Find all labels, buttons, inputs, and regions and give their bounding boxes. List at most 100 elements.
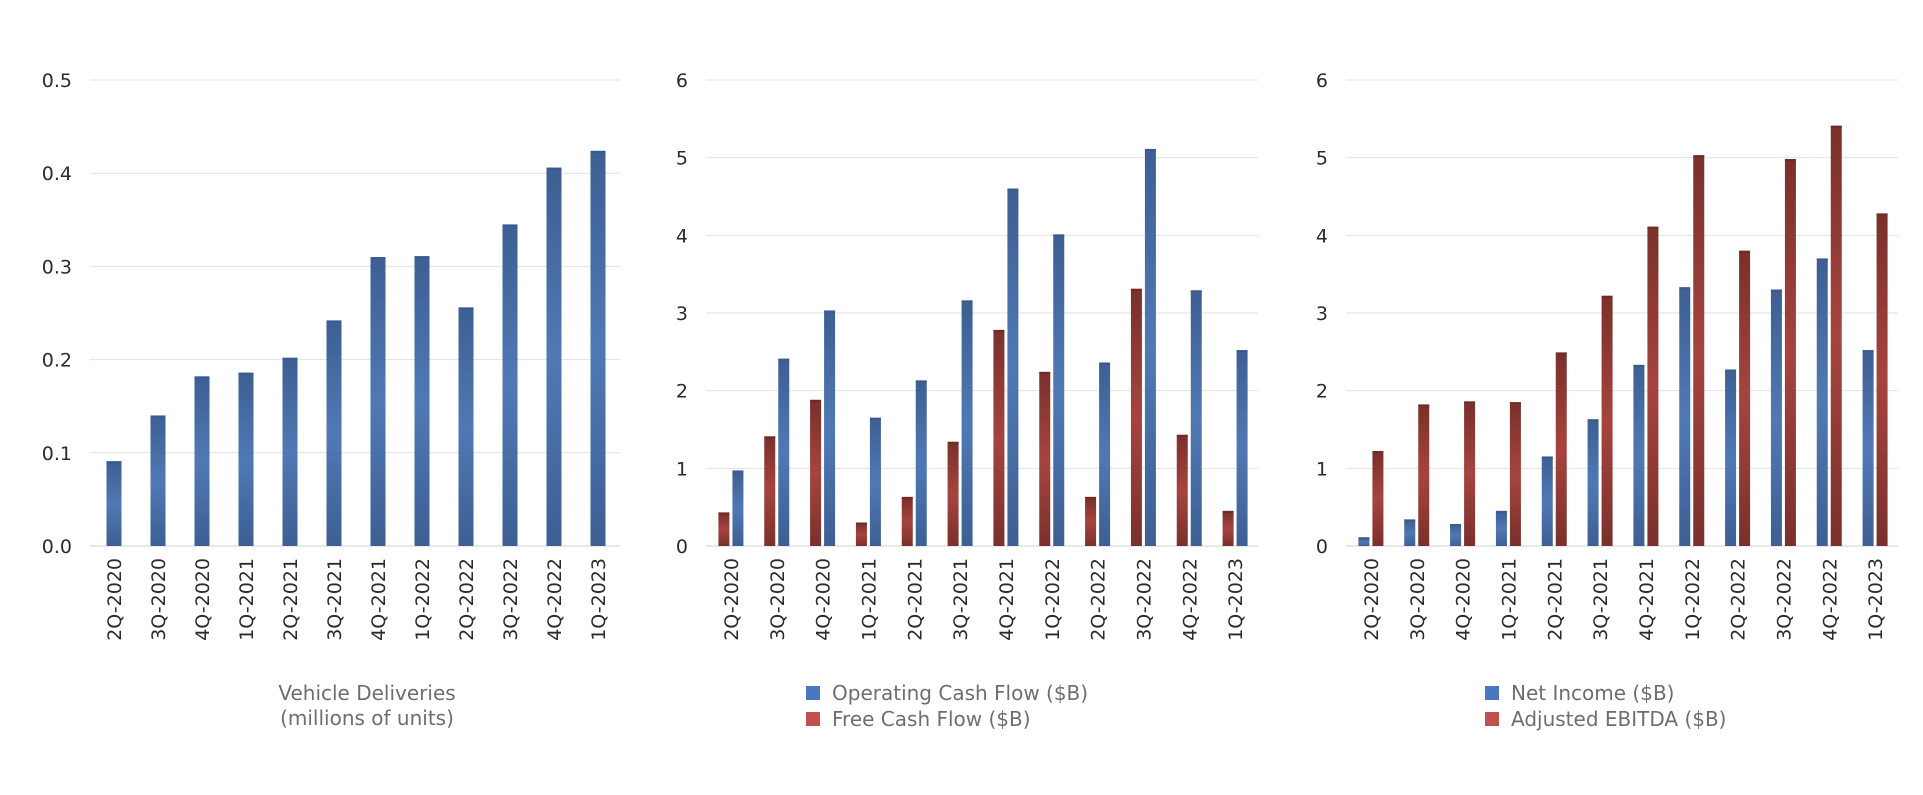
bar-net-income-b-2q-2021	[1541, 457, 1553, 546]
bar-free-cash-flow-b-2q-2022	[1085, 497, 1097, 546]
bar-cap	[947, 441, 959, 444]
bar-cap	[1190, 290, 1202, 293]
legend-label: Operating Cash Flow ($B)	[832, 681, 1088, 705]
x-tick-label: 4Q-2021	[368, 558, 390, 641]
bar-free-cash-flow-b-3q-2020	[764, 437, 776, 546]
bar-net-income-b-2q-2020	[1358, 538, 1370, 546]
bar-cap	[1176, 434, 1188, 437]
x-tick-label: 2Q-2020	[721, 558, 743, 641]
bar-cap	[901, 496, 913, 499]
bar-adjusted-ebitda-b-1q-2023	[1876, 214, 1888, 546]
x-tick-label: 2Q-2021	[904, 558, 926, 641]
bar-free-cash-flow-b-3q-2022	[1130, 289, 1142, 546]
bar-free-cash-flow-b-1q-2023	[1222, 511, 1234, 546]
bar-deliveries-3q-2020	[150, 416, 166, 546]
bar-cap	[1450, 524, 1462, 527]
x-tick-label: 1Q-2021	[236, 558, 258, 641]
y-tick-label: 0.4	[42, 163, 72, 185]
bar-cap	[1222, 510, 1234, 513]
x-tick-label: 4Q-2022	[544, 558, 566, 641]
bar-cap	[1555, 352, 1567, 355]
bar-cap	[1541, 456, 1553, 459]
bar-net-income-b-4q-2020	[1450, 525, 1462, 546]
bar-cap	[282, 357, 298, 360]
bar-cap	[1647, 226, 1659, 229]
x-tick-label: 3Q-2021	[950, 558, 972, 641]
bar-cap	[1053, 234, 1065, 237]
bar-net-income-b-3q-2021	[1587, 420, 1599, 546]
x-tick-label: 2Q-2022	[1088, 558, 1110, 641]
bar-free-cash-flow-b-3q-2021	[947, 442, 959, 546]
cash-flow-chart: 0 1 2 3 4 5 6 2Q-2020 3Q-2020 4Q-2020 1Q-2021 2Q-20…	[676, 70, 1258, 731]
y-tick-label: 3	[1316, 303, 1328, 325]
bar-deliveries-2q-2022	[458, 308, 474, 546]
bar-cap	[1862, 350, 1874, 353]
x-tick-label: 4Q-2020	[813, 558, 835, 641]
bar-cap	[1693, 155, 1705, 158]
bar-cap	[915, 380, 927, 383]
legend-swatch	[1485, 686, 1499, 700]
bar-cap	[1372, 451, 1384, 454]
bar-net-income-b-4q-2021	[1633, 365, 1645, 546]
bar-cap	[150, 415, 166, 418]
bar-free-cash-flow-b-4q-2020	[810, 400, 822, 546]
bar-net-income-b-1q-2022	[1679, 288, 1691, 546]
y-tick-label: 0.2	[42, 350, 72, 372]
bar-cap	[778, 358, 790, 361]
x-tick-label: 3Q-2020	[1407, 558, 1429, 641]
bar-cap	[869, 417, 881, 420]
bar-adjusted-ebitda-b-3q-2022	[1784, 159, 1796, 546]
bar-operating-cash-flow-b-4q-2020	[824, 311, 836, 546]
bar-net-income-b-1q-2023	[1862, 351, 1874, 546]
y-tick-label: 5	[1316, 148, 1328, 170]
bar-cap	[1601, 295, 1613, 298]
x-tick-label: 4Q-2022	[1819, 558, 1841, 641]
y-tick-label: 0.0	[42, 536, 72, 558]
bar-net-income-b-1q-2021	[1495, 511, 1507, 546]
bar-cap	[370, 257, 386, 260]
bar-adjusted-ebitda-b-2q-2020	[1372, 452, 1384, 546]
bar-cap	[993, 329, 1005, 332]
bar-cap	[764, 436, 776, 439]
bar-operating-cash-flow-b-4q-2022	[1190, 291, 1202, 546]
bar-deliveries-2q-2020	[106, 462, 122, 546]
bar-cap	[414, 256, 430, 259]
income-ebitda-chart: 0 1 2 3 4 5 6 2Q-2020 3Q-2020 4Q-2020 1Q-2021 2Q-20…	[1316, 70, 1898, 731]
bar-free-cash-flow-b-4q-2021	[993, 330, 1005, 546]
legend-label: Free Cash Flow ($B)	[832, 707, 1031, 731]
bar-deliveries-4q-2020	[194, 377, 210, 546]
bar-adjusted-ebitda-b-4q-2022	[1830, 126, 1842, 546]
y-tick-label: 4	[1316, 225, 1328, 247]
bar-operating-cash-flow-b-2q-2022	[1099, 363, 1111, 546]
bar-operating-cash-flow-b-2q-2020	[732, 471, 744, 546]
bar-cap	[1007, 188, 1019, 191]
y-tick-label: 6	[676, 70, 688, 92]
x-tick-label: 2Q-2021	[1544, 558, 1566, 641]
bar-operating-cash-flow-b-3q-2021	[961, 301, 973, 546]
y-tick-label: 6	[1316, 70, 1328, 92]
vehicle-deliveries-chart: 0.0 0.1 0.2 0.3 0.4 0.5 2Q-2020 3Q-2020 4Q-2020 1…	[42, 70, 620, 730]
bar-cap	[1464, 401, 1476, 404]
bar-adjusted-ebitda-b-2q-2022	[1739, 251, 1751, 547]
bar-cap	[546, 167, 562, 170]
bar-cap	[1739, 250, 1751, 253]
x-tick-label: 4Q-2021	[1636, 558, 1658, 641]
y-tick-label: 2	[676, 381, 688, 403]
bar-operating-cash-flow-b-2q-2021	[915, 381, 927, 546]
bar-cap	[1130, 288, 1142, 291]
bar-cap	[1876, 213, 1888, 216]
bar-net-income-b-2q-2022	[1725, 370, 1737, 546]
bar-cap	[502, 224, 518, 227]
x-tick-label: 1Q-2022	[1042, 558, 1064, 641]
x-tick-label: 3Q-2021	[324, 558, 346, 641]
bar-cap	[1587, 419, 1599, 422]
bar-cap	[238, 372, 254, 375]
x-tick-label: 3Q-2022	[1773, 558, 1795, 641]
bar-operating-cash-flow-b-4q-2021	[1007, 189, 1019, 546]
legend-label: Adjusted EBITDA ($B)	[1511, 707, 1727, 731]
bar-cap	[106, 461, 122, 464]
x-tick-label: 1Q-2022	[1682, 558, 1704, 641]
bar-deliveries-2q-2021	[282, 358, 298, 546]
y-tick-label: 0	[1316, 536, 1328, 558]
